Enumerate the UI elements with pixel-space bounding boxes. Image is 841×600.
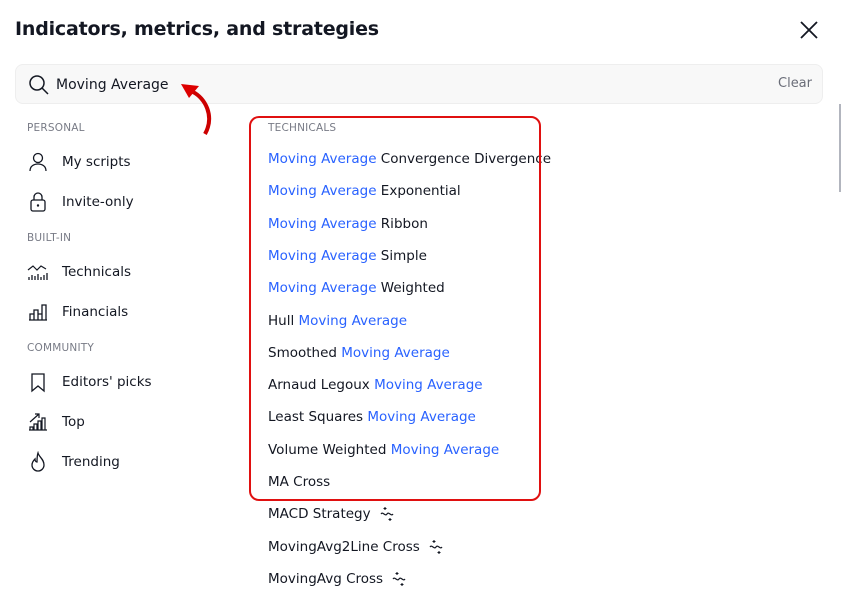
result-text: Volume Weighted: [268, 441, 391, 458]
sidebar-item-editors-picks[interactable]: Editors' picks: [27, 368, 152, 396]
match-highlight: Moving Average: [298, 312, 408, 329]
result-item[interactable]: Moving Average Exponential: [268, 183, 461, 199]
result-text: Simple: [376, 247, 427, 264]
strategy-icon: [392, 571, 406, 586]
result-text: Least Squares: [268, 409, 368, 426]
result-item[interactable]: MA Cross: [268, 474, 330, 490]
result-text: Convergence Divergence: [376, 151, 552, 167]
result-text: Hull: [268, 312, 299, 329]
strategy-label: MACD Strategy: [268, 506, 371, 523]
flame-icon: [31, 451, 45, 472]
sidebar-item-invite-only[interactable]: Invite-only: [27, 188, 134, 216]
result-text: Smoothed: [268, 344, 342, 361]
match-highlight: Moving Average: [268, 247, 377, 264]
result-item[interactable]: Hull Moving Average: [268, 313, 407, 329]
sidebar-item-label: Editors' picks: [62, 374, 152, 390]
match-highlight: Moving Average: [268, 280, 377, 297]
lock-icon: [30, 192, 46, 212]
bookmark-icon: [31, 373, 45, 393]
result-item[interactable]: Volume Weighted Moving Average: [268, 442, 499, 458]
sidebar-item-trending[interactable]: Trending: [27, 448, 120, 476]
sidebar-section-built-in: BUILT-IN: [27, 232, 72, 244]
sidebar-section-community: COMMUNITY: [27, 342, 94, 354]
result-item[interactable]: Moving Average Simple: [268, 248, 427, 264]
result-item[interactable]: Moving Average Weighted: [268, 280, 445, 296]
result-text: Exponential: [376, 183, 461, 200]
result-item[interactable]: Moving Average Convergence Divergence: [268, 151, 551, 167]
result-text: Ribbon: [376, 215, 428, 232]
strategy-item[interactable]: MovingAvg2Line Cross: [268, 539, 443, 555]
sidebar-item-label: Technicals: [62, 264, 132, 280]
sidebar-item-label: Trending: [62, 454, 120, 470]
match-highlight: Moving Average: [390, 441, 500, 458]
strategy-label: MovingAvg Cross: [268, 570, 384, 587]
sidebar-item-financials[interactable]: Financials: [27, 298, 128, 326]
strategy-item[interactable]: MACD Strategy: [268, 506, 394, 522]
sidebar-item-label: Invite-only: [62, 194, 134, 210]
top-chart-icon: [29, 413, 47, 431]
sidebar-item-top[interactable]: Top: [27, 408, 85, 436]
sidebar-section-personal: PERSONAL: [27, 122, 85, 134]
user-icon: [29, 152, 47, 172]
match-highlight: Moving Average: [367, 409, 476, 426]
sidebar-item-label: Financials: [62, 304, 129, 320]
strategy-icon: [429, 539, 443, 554]
financials-bar-icon: [29, 304, 47, 321]
scrollbar[interactable]: [839, 104, 841, 192]
sidebar-item-label: Top: [62, 414, 85, 430]
match-highlight: Moving Average: [374, 377, 483, 394]
strategy-label: MovingAvg2Line Cross: [268, 538, 420, 555]
close-icon[interactable]: [798, 19, 820, 41]
result-item[interactable]: Smoothed Moving Average: [268, 345, 450, 361]
sidebar-item-technicals[interactable]: Technicals: [27, 258, 131, 286]
match-highlight: Moving Average: [268, 215, 377, 232]
search-input[interactable]: [56, 73, 656, 97]
search-icon: [29, 75, 49, 95]
match-highlight: Moving Average: [268, 151, 377, 167]
strategy-item[interactable]: MovingAvg Cross: [268, 571, 406, 587]
match-highlight: Moving Average: [341, 344, 450, 361]
result-text: Weighted: [376, 280, 445, 297]
result-item[interactable]: Moving Average Ribbon: [268, 216, 428, 232]
match-highlight: Moving Average: [268, 183, 377, 200]
strategy-icon: [380, 507, 394, 522]
results-section-label: TECHNICALS: [268, 122, 337, 134]
result-text: Arnaud Legoux: [268, 377, 375, 394]
clear-button[interactable]: Clear: [778, 76, 812, 91]
dialog-title: Indicators, metrics, and strategies: [15, 18, 379, 40]
result-item[interactable]: Least Squares Moving Average: [268, 409, 476, 425]
sidebar-item-my-scripts[interactable]: My scripts: [27, 148, 131, 176]
technicals-chart-icon: [27, 265, 48, 280]
result-item[interactable]: Arnaud Legoux Moving Average: [268, 377, 483, 393]
result-text: MA Cross: [268, 474, 331, 490]
search-bar: Clear: [15, 64, 823, 104]
sidebar-item-label: My scripts: [62, 154, 131, 170]
